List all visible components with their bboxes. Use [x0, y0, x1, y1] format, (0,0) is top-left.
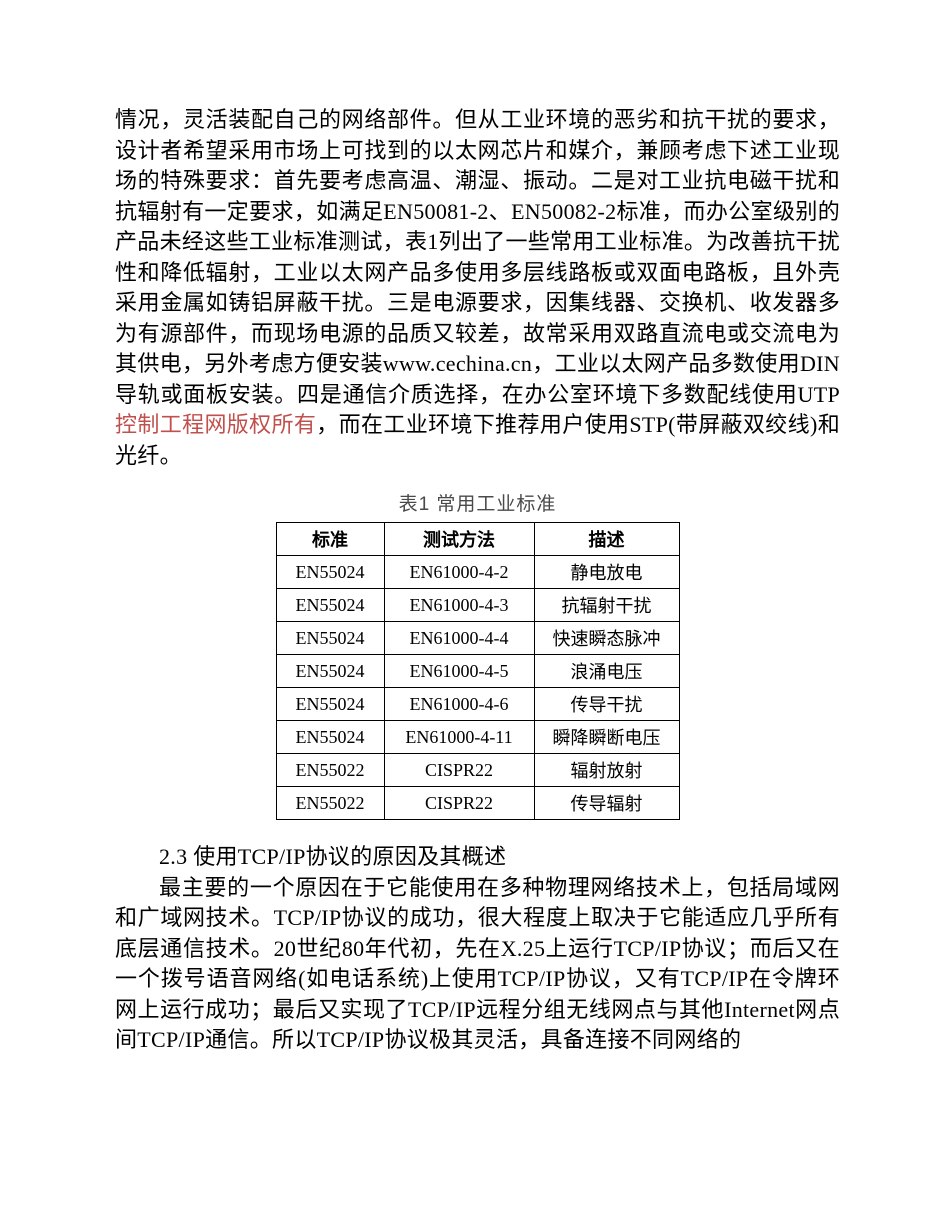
- table-1-title: 表1 常用工业标准: [399, 489, 557, 516]
- paragraph-2: 最主要的一个原因在于它能使用在多种物理网络技术上，包括局域网和广域网技术。TCP…: [115, 873, 840, 1056]
- table-row: EN55024EN61000-4-3抗辐射干扰: [276, 589, 679, 622]
- table-cell: 传导干扰: [534, 688, 679, 721]
- table-row: EN55022CISPR22传导辐射: [276, 787, 679, 820]
- table-header-cell: 标准: [276, 523, 384, 556]
- table-cell: EN61000-4-2: [384, 556, 534, 589]
- table-cell: EN55024: [276, 688, 384, 721]
- table-cell: EN55024: [276, 622, 384, 655]
- table-cell: EN55022: [276, 787, 384, 820]
- table-cell: CISPR22: [384, 787, 534, 820]
- table-cell: EN61000-4-5: [384, 655, 534, 688]
- table-1-wrapper: 表1 常用工业标准 标准 测试方法 描述 EN55024EN61000-4-2静…: [115, 489, 840, 820]
- table-cell: CISPR22: [384, 754, 534, 787]
- table-header-cell: 描述: [534, 523, 679, 556]
- table-cell: 快速瞬态脉冲: [534, 622, 679, 655]
- table-cell: 抗辐射干扰: [534, 589, 679, 622]
- table-cell: 传导辐射: [534, 787, 679, 820]
- table-row: EN55024EN61000-4-11瞬降瞬断电压: [276, 721, 679, 754]
- table-cell: EN55024: [276, 721, 384, 754]
- table-header-row: 标准 测试方法 描述: [276, 523, 679, 556]
- table-cell: 辐射放射: [534, 754, 679, 787]
- table-row: EN55024EN61000-4-6传导干扰: [276, 688, 679, 721]
- paragraph-1-main: 情况，灵活装配自己的网络部件。但从工业环境的恶劣和抗干扰的要求，设计者希望采用市…: [115, 107, 840, 407]
- table-cell: 静电放电: [534, 556, 679, 589]
- table-row: EN55024EN61000-4-4快速瞬态脉冲: [276, 622, 679, 655]
- table-cell: EN61000-4-11: [384, 721, 534, 754]
- table-row: EN55022CISPR22辐射放射: [276, 754, 679, 787]
- table-cell: EN55022: [276, 754, 384, 787]
- table-row: EN55024EN61000-4-2静电放电: [276, 556, 679, 589]
- section-heading-2-3: 2.3 使用TCP/IP协议的原因及其概述: [115, 842, 840, 873]
- table-cell: 浪涌电压: [534, 655, 679, 688]
- table-cell: EN55024: [276, 556, 384, 589]
- table-header-cell: 测试方法: [384, 523, 534, 556]
- table-cell: 瞬降瞬断电压: [534, 721, 679, 754]
- table-cell: EN61000-4-3: [384, 589, 534, 622]
- table-row: EN55024EN61000-4-5浪涌电压: [276, 655, 679, 688]
- inline-link[interactable]: 控制工程网版权所有: [115, 412, 316, 437]
- paragraph-1: 情况，灵活装配自己的网络部件。但从工业环境的恶劣和抗干扰的要求，设计者希望采用市…: [115, 105, 840, 471]
- table-1: 标准 测试方法 描述 EN55024EN61000-4-2静电放电EN55024…: [276, 522, 680, 820]
- table-cell: EN55024: [276, 655, 384, 688]
- table-cell: EN61000-4-4: [384, 622, 534, 655]
- table-cell: EN61000-4-6: [384, 688, 534, 721]
- table-cell: EN55024: [276, 589, 384, 622]
